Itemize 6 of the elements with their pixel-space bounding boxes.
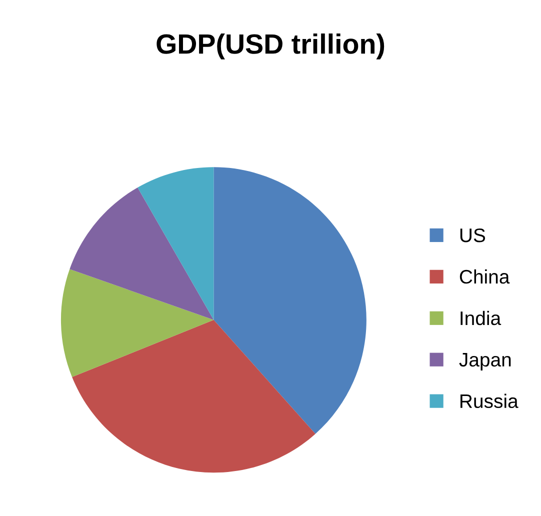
legend-label: China bbox=[460, 269, 510, 284]
legend-label: US bbox=[460, 228, 486, 242]
legend-label: Japan bbox=[459, 353, 511, 370]
chart-title: GDP(USD trillion) bbox=[156, 33, 384, 60]
legend-label: Russia bbox=[460, 394, 518, 408]
legend-label: India bbox=[460, 310, 502, 326]
